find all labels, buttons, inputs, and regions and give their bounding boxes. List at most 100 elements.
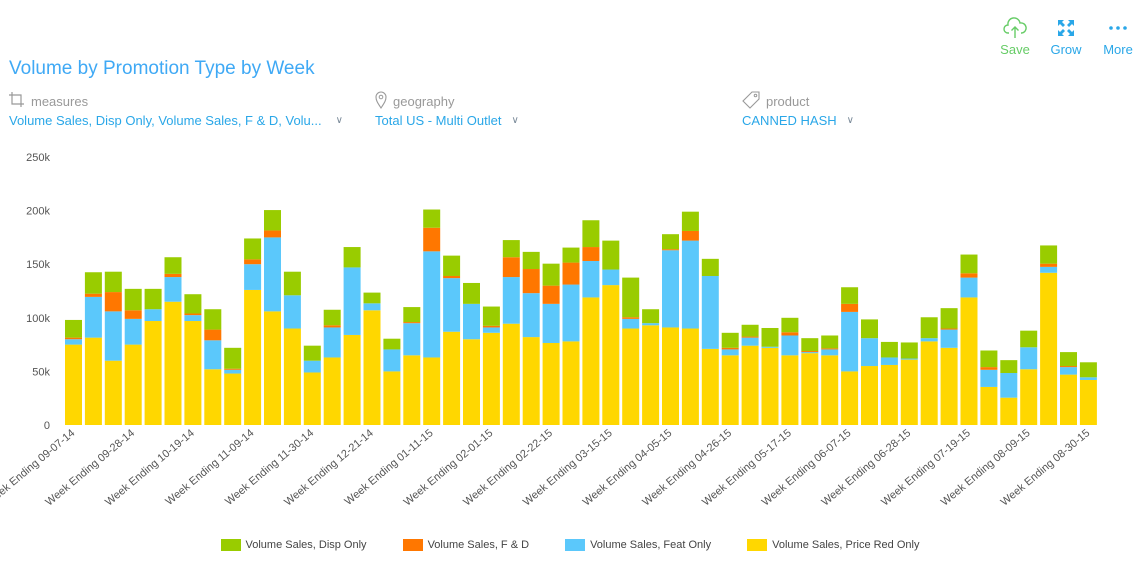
legend-item[interactable]: Volume Sales, Price Red Only xyxy=(747,539,919,551)
bar-segment xyxy=(244,289,262,425)
bar-segment xyxy=(781,317,799,333)
bar-segment xyxy=(741,337,759,346)
bar-segment xyxy=(642,323,660,326)
bar-segment xyxy=(164,277,182,302)
geography-value: Total US - Multi Outlet xyxy=(375,113,502,128)
bar-segment xyxy=(144,288,162,310)
bar-segment xyxy=(1060,367,1077,375)
y-tick-label: 100k xyxy=(26,313,50,325)
bar-segment xyxy=(204,340,222,370)
bar-segment xyxy=(781,335,799,356)
legend-label: Volume Sales, Price Red Only xyxy=(772,539,920,551)
bar-segment xyxy=(1000,360,1018,374)
more-button[interactable]: More xyxy=(1093,16,1140,57)
bar-segment xyxy=(1079,377,1097,380)
bar-segment xyxy=(980,369,998,387)
bar-segment xyxy=(124,344,142,425)
bar-segment xyxy=(662,250,679,328)
bar-segment xyxy=(323,357,341,425)
bar-segment xyxy=(502,277,520,324)
bar-segment xyxy=(502,257,520,278)
bar-segment xyxy=(960,297,978,425)
crop-icon xyxy=(9,91,25,111)
measures-dropdown[interactable]: Volume Sales, Disp Only, Volume Sales, F… xyxy=(9,113,343,128)
bar-segment xyxy=(920,317,938,339)
bar-segment xyxy=(801,352,819,354)
bar-segment xyxy=(65,337,82,340)
bar-segment xyxy=(622,317,640,319)
bar-segment xyxy=(443,331,461,425)
bar-segment xyxy=(940,329,958,348)
bar-segment xyxy=(662,327,679,425)
legend-label: Volume Sales, Disp Only xyxy=(245,539,367,551)
bar-segment xyxy=(482,332,500,425)
bar-segment xyxy=(841,371,859,425)
bar-segment xyxy=(383,349,401,372)
legend-item[interactable]: Volume Sales, Feat Only xyxy=(565,539,711,551)
bar-segment xyxy=(323,309,341,326)
legend-item[interactable]: Volume Sales, Disp Only xyxy=(220,539,367,551)
grow-label: Grow xyxy=(1050,42,1082,57)
bar-segment xyxy=(224,369,242,374)
bar-segment xyxy=(542,342,560,425)
bar-segment xyxy=(681,328,699,425)
bar-segment xyxy=(184,294,202,314)
bar-segment xyxy=(264,311,281,425)
bar-segment xyxy=(562,262,580,285)
bar-segment xyxy=(1079,379,1097,425)
bar-segment xyxy=(861,366,878,425)
legend-item[interactable]: Volume Sales, F & D xyxy=(402,539,529,551)
bar-segment xyxy=(224,368,242,370)
bar-segment xyxy=(1079,362,1097,378)
bar-segment xyxy=(104,360,122,425)
bar-segment xyxy=(920,341,938,425)
legend-swatch xyxy=(565,539,586,551)
bar-segment xyxy=(65,319,82,338)
bar-segment xyxy=(721,347,739,350)
bar-segment xyxy=(1020,330,1038,348)
y-tick-label: 150k xyxy=(26,259,50,271)
bar-segment xyxy=(861,338,878,367)
bar-segment xyxy=(522,251,540,270)
bar-segment xyxy=(821,335,839,349)
tag-icon xyxy=(742,90,760,112)
bar-segment xyxy=(622,328,640,425)
bar-segment xyxy=(761,347,779,425)
bar-segment xyxy=(1060,374,1077,425)
geography-dropdown[interactable]: Total US - Multi Outlet ∨ xyxy=(375,113,519,128)
bar-segment xyxy=(801,338,819,352)
bar-segment xyxy=(423,209,441,228)
bar-segment xyxy=(1020,347,1038,370)
ellipsis-icon xyxy=(1093,16,1140,40)
bar-segment xyxy=(403,322,421,324)
save-button[interactable]: Save xyxy=(990,16,1040,57)
bar-segment xyxy=(84,272,102,294)
chevron-down-icon: ∨ xyxy=(511,115,519,126)
bar-segment xyxy=(363,303,381,311)
bar-segment xyxy=(1040,272,1058,425)
legend-swatch xyxy=(220,539,241,551)
bar-segment xyxy=(224,373,242,425)
bar-segment xyxy=(283,271,301,296)
bar-segment xyxy=(602,240,620,270)
bar-segment xyxy=(204,369,222,425)
bar-segment xyxy=(582,260,600,298)
grow-button[interactable]: Grow xyxy=(1041,16,1091,57)
bar-segment xyxy=(1020,369,1038,425)
legend-label: Volume Sales, Feat Only xyxy=(590,539,712,551)
bar-segment xyxy=(741,324,759,337)
bar-segment xyxy=(721,332,739,348)
bar-segment xyxy=(423,251,441,358)
bar-segment xyxy=(383,338,401,350)
page-title: Volume by Promotion Type by Week xyxy=(9,58,315,79)
bar-segment xyxy=(482,306,500,326)
product-dropdown[interactable]: CANNED HASH ∨ xyxy=(742,113,854,128)
bar-segment xyxy=(701,275,719,349)
bar-segment xyxy=(880,364,898,425)
bar-segment xyxy=(1060,366,1077,368)
bar-segment xyxy=(1040,263,1058,267)
bar-segment xyxy=(104,311,122,361)
bar-segment xyxy=(980,386,998,425)
bar-segment xyxy=(1000,397,1018,425)
bar-segment xyxy=(164,257,182,274)
